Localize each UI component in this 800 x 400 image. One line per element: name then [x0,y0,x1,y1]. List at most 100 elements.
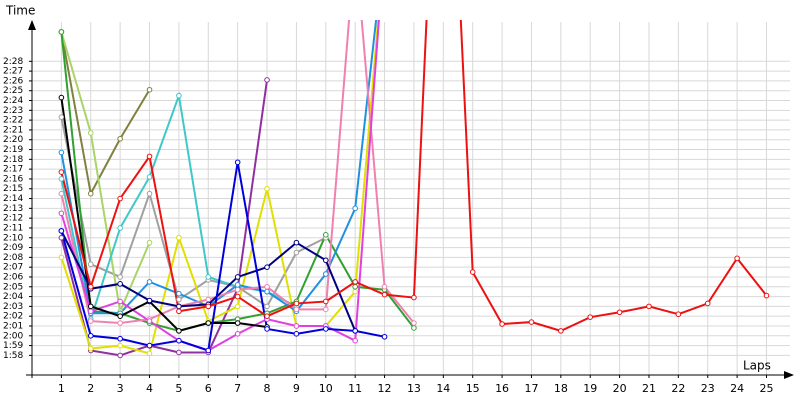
x-tick-label: 11 [348,382,362,395]
data-point [87,308,94,315]
data-point [587,314,594,320]
x-tick-label: 8 [264,382,271,395]
x-axis-arrow [784,371,794,379]
data-point [176,234,182,241]
data-point [176,308,182,315]
data-point [205,274,212,280]
y-tick-label: 1:58 [3,351,23,361]
x-tick-label: 16 [495,382,509,395]
y-tick-label: 2:10 [3,233,23,243]
data-point [763,292,770,299]
data-point [87,318,94,324]
y-tick-label: 2:13 [3,204,23,214]
data-point [87,332,94,339]
data-point [87,345,94,352]
data-point [117,342,123,349]
series-line [60,31,151,315]
x-tick-label: 7 [234,382,241,395]
data-point [176,337,182,344]
y-tick-label: 2:02 [3,312,23,322]
data-point [146,86,153,93]
data-point [146,153,153,160]
y-tick-label: 2:03 [3,302,23,312]
data-point [58,190,65,197]
data-point [58,210,65,217]
data-point [234,293,241,300]
data-point [176,328,182,334]
data-point [528,319,535,325]
x-tick-label: 10 [319,382,333,395]
data-point [58,29,65,35]
data-point [58,114,65,120]
data-point [87,283,94,290]
data-point [264,326,270,332]
data-point [87,261,94,268]
data-point [352,328,358,334]
series-line [60,162,385,352]
x-tick-label: 15 [466,382,480,395]
y-tick-label: 2:01 [3,321,23,331]
y-tick-label: 2:06 [3,272,23,282]
data-point [411,294,417,301]
x-tick-label: 9 [293,382,300,395]
data-point [322,257,329,264]
y-tick-label: 2:19 [3,145,23,155]
data-point [205,296,212,303]
y-tick-label: 2:21 [3,125,23,135]
plot-area [58,20,770,359]
x-tick-label: 24 [730,382,744,395]
x-tick-label: 20 [613,382,627,395]
data-point [87,303,94,310]
x-tick-label: 13 [407,382,421,395]
x-tick-label: 4 [146,382,153,395]
data-point [58,254,65,261]
data-point [264,313,270,319]
grid [32,22,790,375]
data-point [322,306,329,313]
y-tick-label: 2:16 [3,174,23,184]
x-tick-label: 3 [117,382,124,395]
x-axis-title: Laps [743,359,771,373]
data-point [352,283,358,290]
y-tick-label: 2:23 [3,106,23,116]
x-tick-label: 22 [671,382,685,395]
data-point [176,303,182,310]
data-point [293,249,300,256]
y-axis-arrow [28,20,36,30]
data-point [117,225,123,231]
y-tick-label: 2:04 [3,292,23,302]
data-point [322,271,329,277]
y-tick-label: 2:08 [3,253,23,263]
data-point [176,290,182,297]
series-line [60,79,269,357]
y-tick-label: 2:28 [3,57,23,67]
data-point [146,190,153,197]
data-point [146,342,153,349]
data-point [58,234,65,241]
data-point [146,350,153,357]
data-point [176,92,182,99]
y-tick-label: 2:25 [3,86,23,96]
y-tick-label: 2:00 [3,331,23,341]
data-point [381,291,388,298]
y-tick-label: 2:22 [3,116,23,126]
x-tick-label: 19 [583,382,597,395]
series-line [60,31,151,197]
data-point [293,306,300,313]
data-point [234,159,241,166]
data-point [322,298,329,305]
data-point [117,335,123,342]
data-point [234,286,241,293]
y-tick-label: 2:20 [3,135,23,145]
y-tick-label: 2:18 [3,155,23,165]
data-point [146,174,153,180]
data-point [205,320,212,326]
data-point [264,283,270,290]
y-tick-label: 2:14 [3,194,23,204]
data-point [58,176,65,182]
x-tick-label: 23 [701,382,715,395]
data-point [558,328,564,334]
data-point [117,320,123,326]
data-point [469,269,476,275]
